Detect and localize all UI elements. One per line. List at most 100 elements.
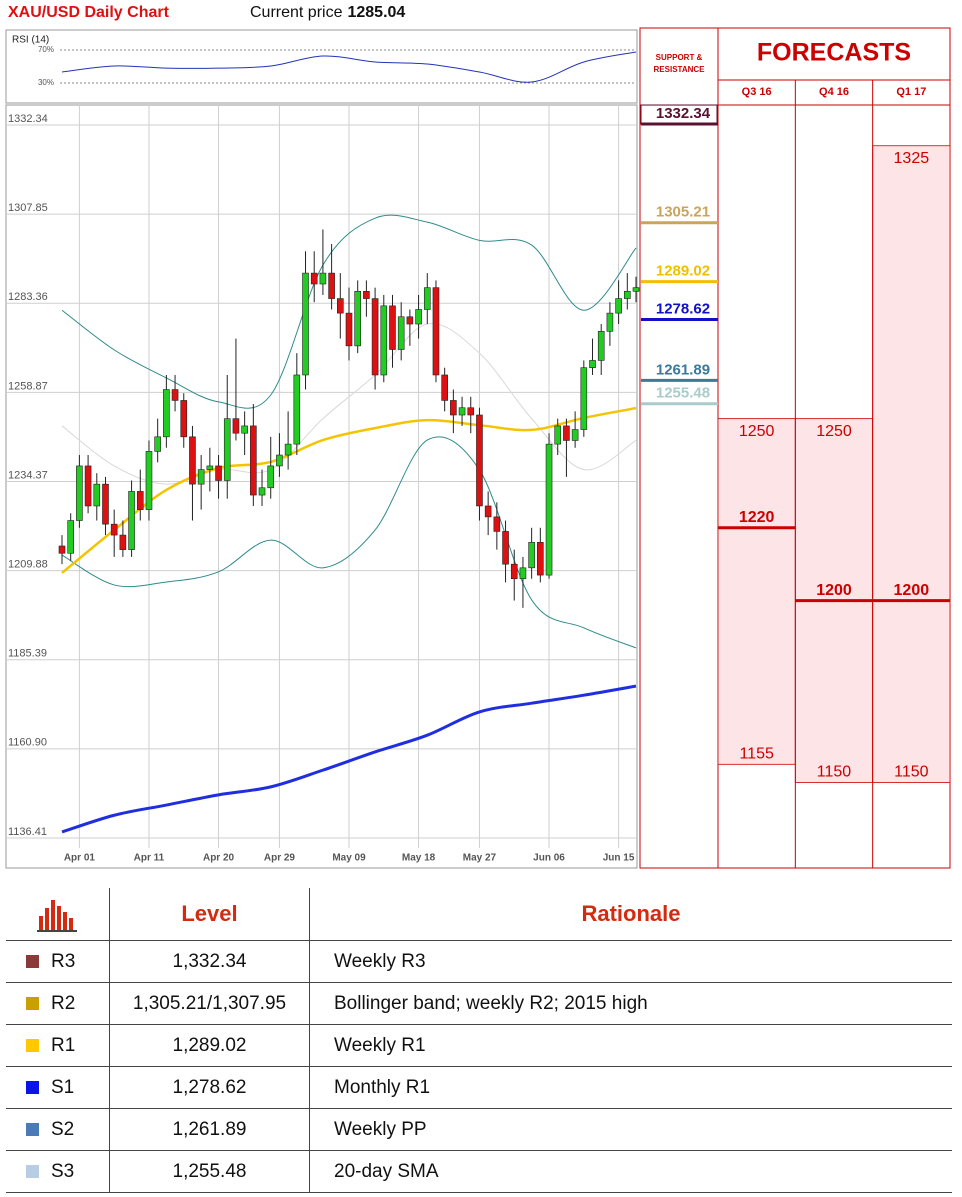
x-tick-label: Apr 29 [264,853,296,864]
candle-body [189,436,196,485]
candle-body [423,287,431,310]
candle-body [597,331,605,361]
candle-body [571,429,579,441]
swatch [26,1123,39,1136]
level-value: 1,305.21/1,307.95 [110,983,310,1024]
y-tick-label: 1332.34 [8,113,48,125]
rationale: Weekly R1 [334,1034,426,1056]
candle-body [128,491,135,550]
sr-label: 1305.21 [656,204,710,221]
levels-table: Level Rationale R3 1,332.34 Weekly R3 R2 1,3… [6,888,952,1193]
rationale: 20-day SMA [334,1160,439,1182]
rationale: Weekly PP [334,1118,427,1140]
x-tick-label: May 09 [332,853,366,864]
header-level: Level [110,888,310,940]
indicator-line [61,684,637,834]
candle-body [484,505,492,518]
candle-body [223,418,231,481]
level-value: 1,278.62 [110,1067,310,1108]
candle-body [136,491,144,510]
sr-title: SUPPORT & RESISTANCE [654,53,706,74]
candle-body [345,312,353,347]
candle-body [302,272,309,376]
name-cell: S3 [6,1151,110,1192]
x-tick-label: Apr 01 [64,853,96,864]
candle-body [110,523,118,536]
sr-title-line: SUPPORT & [656,53,703,62]
candle-body [354,290,361,347]
current-price-value: 1285.04 [347,4,405,21]
table-row: R3 1,332.34 Weekly R3 [6,941,952,983]
header-rationale: Rationale [581,901,681,926]
candle-body [84,465,92,507]
x-tick-label: May 27 [463,853,497,864]
x-tick-label: Apr 20 [203,853,235,864]
level-name: S3 [51,1160,75,1182]
table-row: S3 1,255.48 20-day SMA [6,1151,952,1193]
candle-body [589,360,596,369]
forecast-mid-label: 1220 [739,509,775,526]
candle-body [450,400,457,416]
name-cell: R1 [6,1025,110,1066]
indicator-line [61,436,637,649]
swatch [26,955,39,968]
level-name: S2 [51,1118,75,1140]
price-panel [5,104,638,869]
candle-body [119,534,127,550]
x-tick-label: May 18 [402,853,436,864]
level-name: R2 [51,992,76,1014]
candle-body [606,312,614,332]
y-tick-label: 1160.90 [8,737,47,749]
quarter-label: Q4 16 [819,86,849,98]
candle-body [310,272,318,285]
indicator-line [61,51,637,83]
candle-body [258,487,266,496]
sr-title-line: RESISTANCE [654,65,706,74]
candle-body [519,567,527,580]
candle-body [241,425,248,434]
candle-body [328,272,335,299]
candle-body [337,298,344,314]
forecast-range [717,418,796,765]
rationale: Weekly R3 [334,950,426,972]
candle-body [432,287,440,376]
rsi-tick-label: 70% [38,45,54,54]
sr-label: 1289.02 [656,263,710,280]
y-tick-label: 1283.36 [8,291,48,303]
table-row: S2 1,261.89 Weekly PP [6,1109,952,1151]
quarter-label: Q1 17 [896,86,926,98]
candle-body [624,290,631,299]
candle-body [232,418,240,434]
candle-body [215,465,222,481]
y-tick-label: 1185.39 [8,648,47,660]
forecast-low-label: 1150 [817,764,852,781]
candle-body [510,563,518,580]
sr-label: 1261.89 [656,361,710,378]
candle-body [319,272,327,285]
rationale: Bollinger band; weekly R2; 2015 high [334,992,648,1014]
level-value: 1,255.48 [110,1151,310,1192]
candle-body [276,454,283,467]
candle-body [154,436,161,452]
candle-body [476,414,483,507]
candle-body [284,443,292,456]
y-tick-label: 1307.85 [8,202,48,214]
forecast-low-label: 1155 [739,746,774,763]
x-tick-label: Apr 11 [134,853,165,864]
candle-body [267,465,275,489]
candle-body [467,407,475,416]
candle-body [415,309,422,325]
candle-body [380,305,388,376]
candle-body [537,542,544,576]
candle-body [502,531,509,565]
table-header: Level Rationale [6,888,952,941]
y-tick-label: 1234.37 [8,469,48,481]
table-row: R2 1,305.21/1,307.95 Bollinger band; weekl… [6,983,952,1025]
level-value: 1,289.02 [110,1025,310,1066]
indicator-line [61,406,637,574]
forecast-high-label: 1250 [739,423,775,440]
sr-label: 1255.48 [656,385,710,402]
y-tick-label: 1136.41 [8,826,47,838]
candle-body [180,400,188,438]
